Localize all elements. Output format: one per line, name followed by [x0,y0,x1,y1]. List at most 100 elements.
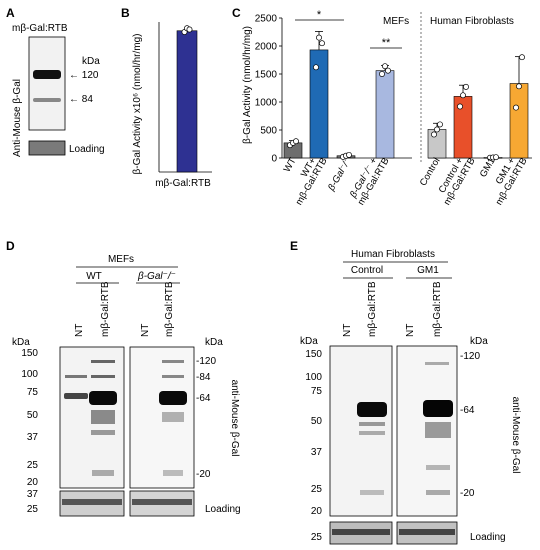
panel-d-ladder-20: 20 [27,477,39,488]
panel-d-band-wt-rtb-20 [92,470,114,476]
panel-e-group: Human Fibroblasts [351,249,435,260]
panel-e-ylabel: anti-Mouse β-Gal [510,397,521,474]
panel-d-band-wt-nt-84 [65,375,87,378]
chart-c-point [316,34,322,41]
panel-e-band-control-rtb-64 [357,402,387,417]
panel-b-letter: B [121,6,130,20]
chart-c-point [431,131,437,138]
panel-a-band-84 [33,98,61,102]
chart-c-bar [375,70,395,159]
panel-d-loading-label: Loading [205,504,241,515]
chart-c-bar [427,129,447,159]
chart-c-y-tick-label: 0 [271,154,277,165]
panel-e-lane-rtb-1: mβ-Gal:RTB [367,281,378,337]
panel-a-marker-120: ← 120 [69,70,99,81]
chart-b [158,22,212,173]
panel-e-loading-ladder-25: 25 [311,532,323,543]
panel-a-loading-blot [28,140,66,156]
panel-e-band-gm1-rtb-30 [426,465,450,470]
chart-c-point [382,63,388,70]
panel-d-band-wt-rtb-64 [89,391,117,405]
chart-c-bar [509,83,529,159]
chart-c-point [319,40,325,47]
chart-c-point [346,151,352,158]
panel-b: B β-Gal Activity x10⁶ (nmol/hr/mg) mβ-Ga… [121,6,212,189]
chart-b-bar [176,30,198,173]
panel-c-xlabel-wt: WT [282,156,299,174]
panel-c-group-human: Human Fibroblasts [430,16,514,27]
panel-d-lane-nt-1: NT [74,324,85,337]
panel-d-ladder-25: 25 [27,460,39,471]
panel-c-sig-2: ** [382,37,391,49]
panel-e-marker-120: -120 [460,351,480,362]
panel-a-title: mβ-Gal:RTB [12,23,68,34]
panel-d-letter: D [6,239,15,253]
panel-d-ladder-50: 50 [27,410,39,421]
panel-e-band-gm1-rtb-64 [423,400,453,417]
panel-e-sub-control: Control [351,265,383,276]
panel-d-smear-wt-rtb [91,410,115,424]
panel-a-kda: kDa [82,56,100,67]
chart-c-bar [309,49,329,159]
panel-d-kda-right: kDa [205,337,223,348]
panel-d-loading-band-wt [62,499,122,505]
panel-e-marker-20: -20 [460,488,475,499]
panel-d-marker-84: -84 [196,372,211,383]
panel-d-sub-wt: WT [86,271,102,282]
panel-e-lane-nt-1: NT [342,324,353,337]
panel-d-band-ko-rtb-20 [163,470,183,476]
chart-c-y-tick-label: 2000 [255,42,278,53]
panel-e-band-gm1-rtb-20 [426,490,450,495]
chart-c-point [513,104,519,111]
chart-c-bar [453,96,473,159]
chart-c-point [434,126,440,133]
panel-c-xlabel-ko: β-Gal⁻/⁻ [326,156,354,194]
chart-c-point [293,138,299,145]
panel-e-ladder-150: 150 [305,349,322,360]
panel-e-kda-right: kDa [470,336,488,347]
chart-c: 0 500 1000 1500 2000 2500 [255,14,532,165]
panel-d-ylabel: anti-Mouse β-Gal [229,380,240,457]
panel-e-loading-band-control [332,529,390,535]
panel-e-marker-64: -64 [460,405,475,416]
panel-d-ladder-100: 100 [21,369,38,380]
panel-d-band-wt-rtb-120 [91,360,115,363]
panel-e-smear-gm1-rtb [425,422,451,438]
panel-e-lane-nt-2: NT [405,324,416,337]
panel-e-loading-label: Loading [470,532,506,543]
panel-d-loading-ladder-37: 37 [27,489,39,500]
panel-e-band-control-rtb-20 [360,490,384,495]
panel-e-loading-band-gm1 [399,529,455,535]
panel-e-letter: E [290,239,298,253]
panel-a-loading-label: Loading [69,144,105,155]
panel-d-band-wt-rtb-84 [91,375,115,378]
panel-d-band-ko-rtb-64 [159,391,187,405]
panel-d-lane-rtb-1: mβ-Gal:RTB [100,281,111,337]
chart-c-y-tick-label: 1500 [255,70,278,81]
chart-c-point [379,71,385,77]
panel-a-blot [28,36,66,131]
panel-d-band-ko-rtb-120 [162,360,184,363]
panel-c-sig-1: * [317,9,322,21]
panel-d: D MEFs WT β-Gal⁻/⁻ NT mβ-Gal:RTB NT mβ-G… [6,239,241,517]
panel-a-letter: A [6,6,15,20]
panel-c: C β-Gal Activity (nmol/hr/mg) 0 500 1000 15… [232,6,532,207]
panel-e-band-control-rtb-a [359,422,385,426]
panel-d-smear-ko-rtb [162,412,184,422]
panel-c-letter: C [232,6,241,20]
panel-d-loading-band-ko [132,499,192,505]
panel-d-group: MEFs [108,254,134,265]
chart-b-point [186,26,193,33]
panel-d-ladder-75: 75 [27,387,39,398]
panel-d-band-wt-nt-64 [64,393,88,399]
panel-a-band-120 [33,70,61,79]
panel-d-lane-nt-2: NT [140,324,151,337]
panel-e-lane-rtb-2: mβ-Gal:RTB [432,281,443,337]
panel-e-band-gm1-rtb-120 [425,362,449,365]
chart-c-point [313,64,319,71]
panel-c-group-mefs: MEFs [383,16,409,27]
chart-c-point [516,83,522,90]
panel-e-ladder-100: 100 [305,372,322,383]
panel-d-band-ko-rtb-84 [162,375,184,378]
